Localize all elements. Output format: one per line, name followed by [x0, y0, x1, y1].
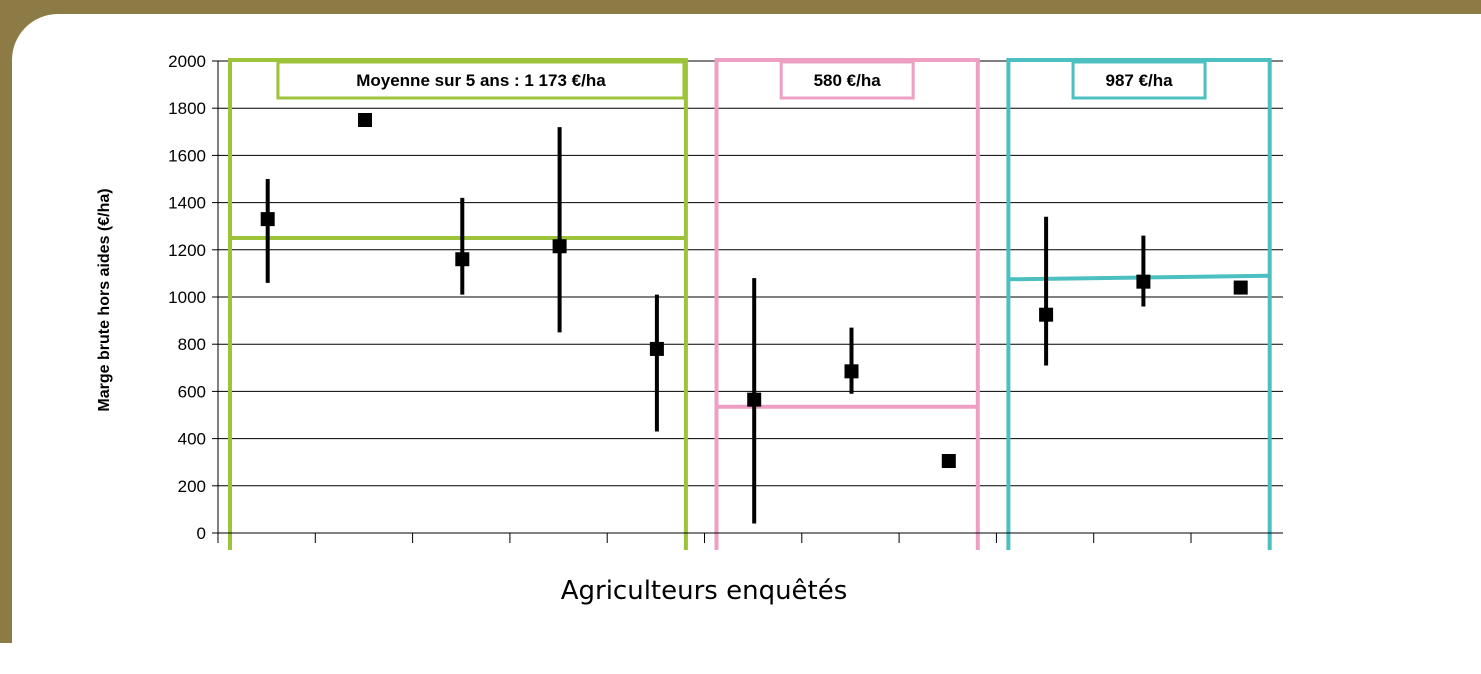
group-label-box: [1071, 60, 1207, 100]
data-point: [941, 454, 956, 469]
y-tick-label: 600: [178, 382, 206, 401]
error-bars: [265, 127, 1146, 524]
grid-lines: [218, 60, 1283, 487]
y-tick-label: 1000: [168, 288, 206, 307]
data-point: [649, 341, 664, 356]
y-axis-title: Marge brute hors aides (€/ha): [96, 188, 113, 411]
y-tick-label: 0: [197, 524, 206, 543]
group-box: [1006, 58, 1272, 550]
y-tick-labels: 0 200 400 600 800 1000 1200 1400 1600 1800 2000: [168, 52, 206, 543]
y-tick-label: 1200: [168, 241, 206, 260]
axes: [212, 60, 1283, 543]
group-label: 987 €/ha: [1105, 71, 1173, 90]
y-tick-label: 2000: [168, 52, 206, 71]
data-point: [260, 212, 275, 227]
data-point: [552, 239, 567, 254]
group-label: 580 €/ha: [814, 71, 882, 90]
data-point: [1039, 307, 1054, 322]
data-point: [1233, 280, 1248, 295]
data-point: [747, 392, 762, 407]
x-axis-title: Agriculteurs enquêtés: [561, 576, 848, 606]
data-point: [1136, 274, 1151, 289]
y-tick-label: 1400: [168, 194, 206, 213]
y-tick-label: 800: [178, 335, 206, 354]
group-label-box: [276, 60, 686, 100]
data-points: [260, 113, 1248, 469]
y-tick-label: 400: [178, 430, 206, 449]
data-point: [455, 252, 470, 267]
group-box: [714, 58, 980, 550]
y-tick-label: 200: [178, 477, 206, 496]
group-box: [228, 58, 688, 550]
y-tick-label: 1600: [168, 146, 206, 165]
y-tick-label: 1800: [168, 99, 206, 118]
group-boxes: Moyenne sur 5 ans : 1 173 €/ha 580 €/ha 98…: [228, 58, 1272, 550]
group-label-box: [779, 60, 915, 100]
data-point: [844, 364, 859, 379]
chart: Moyenne sur 5 ans : 1 173 €/ha 580 €/ha 98…: [96, 52, 1283, 606]
data-point: [358, 113, 372, 127]
group-label: Moyenne sur 5 ans : 1 173 €/ha: [356, 71, 606, 90]
